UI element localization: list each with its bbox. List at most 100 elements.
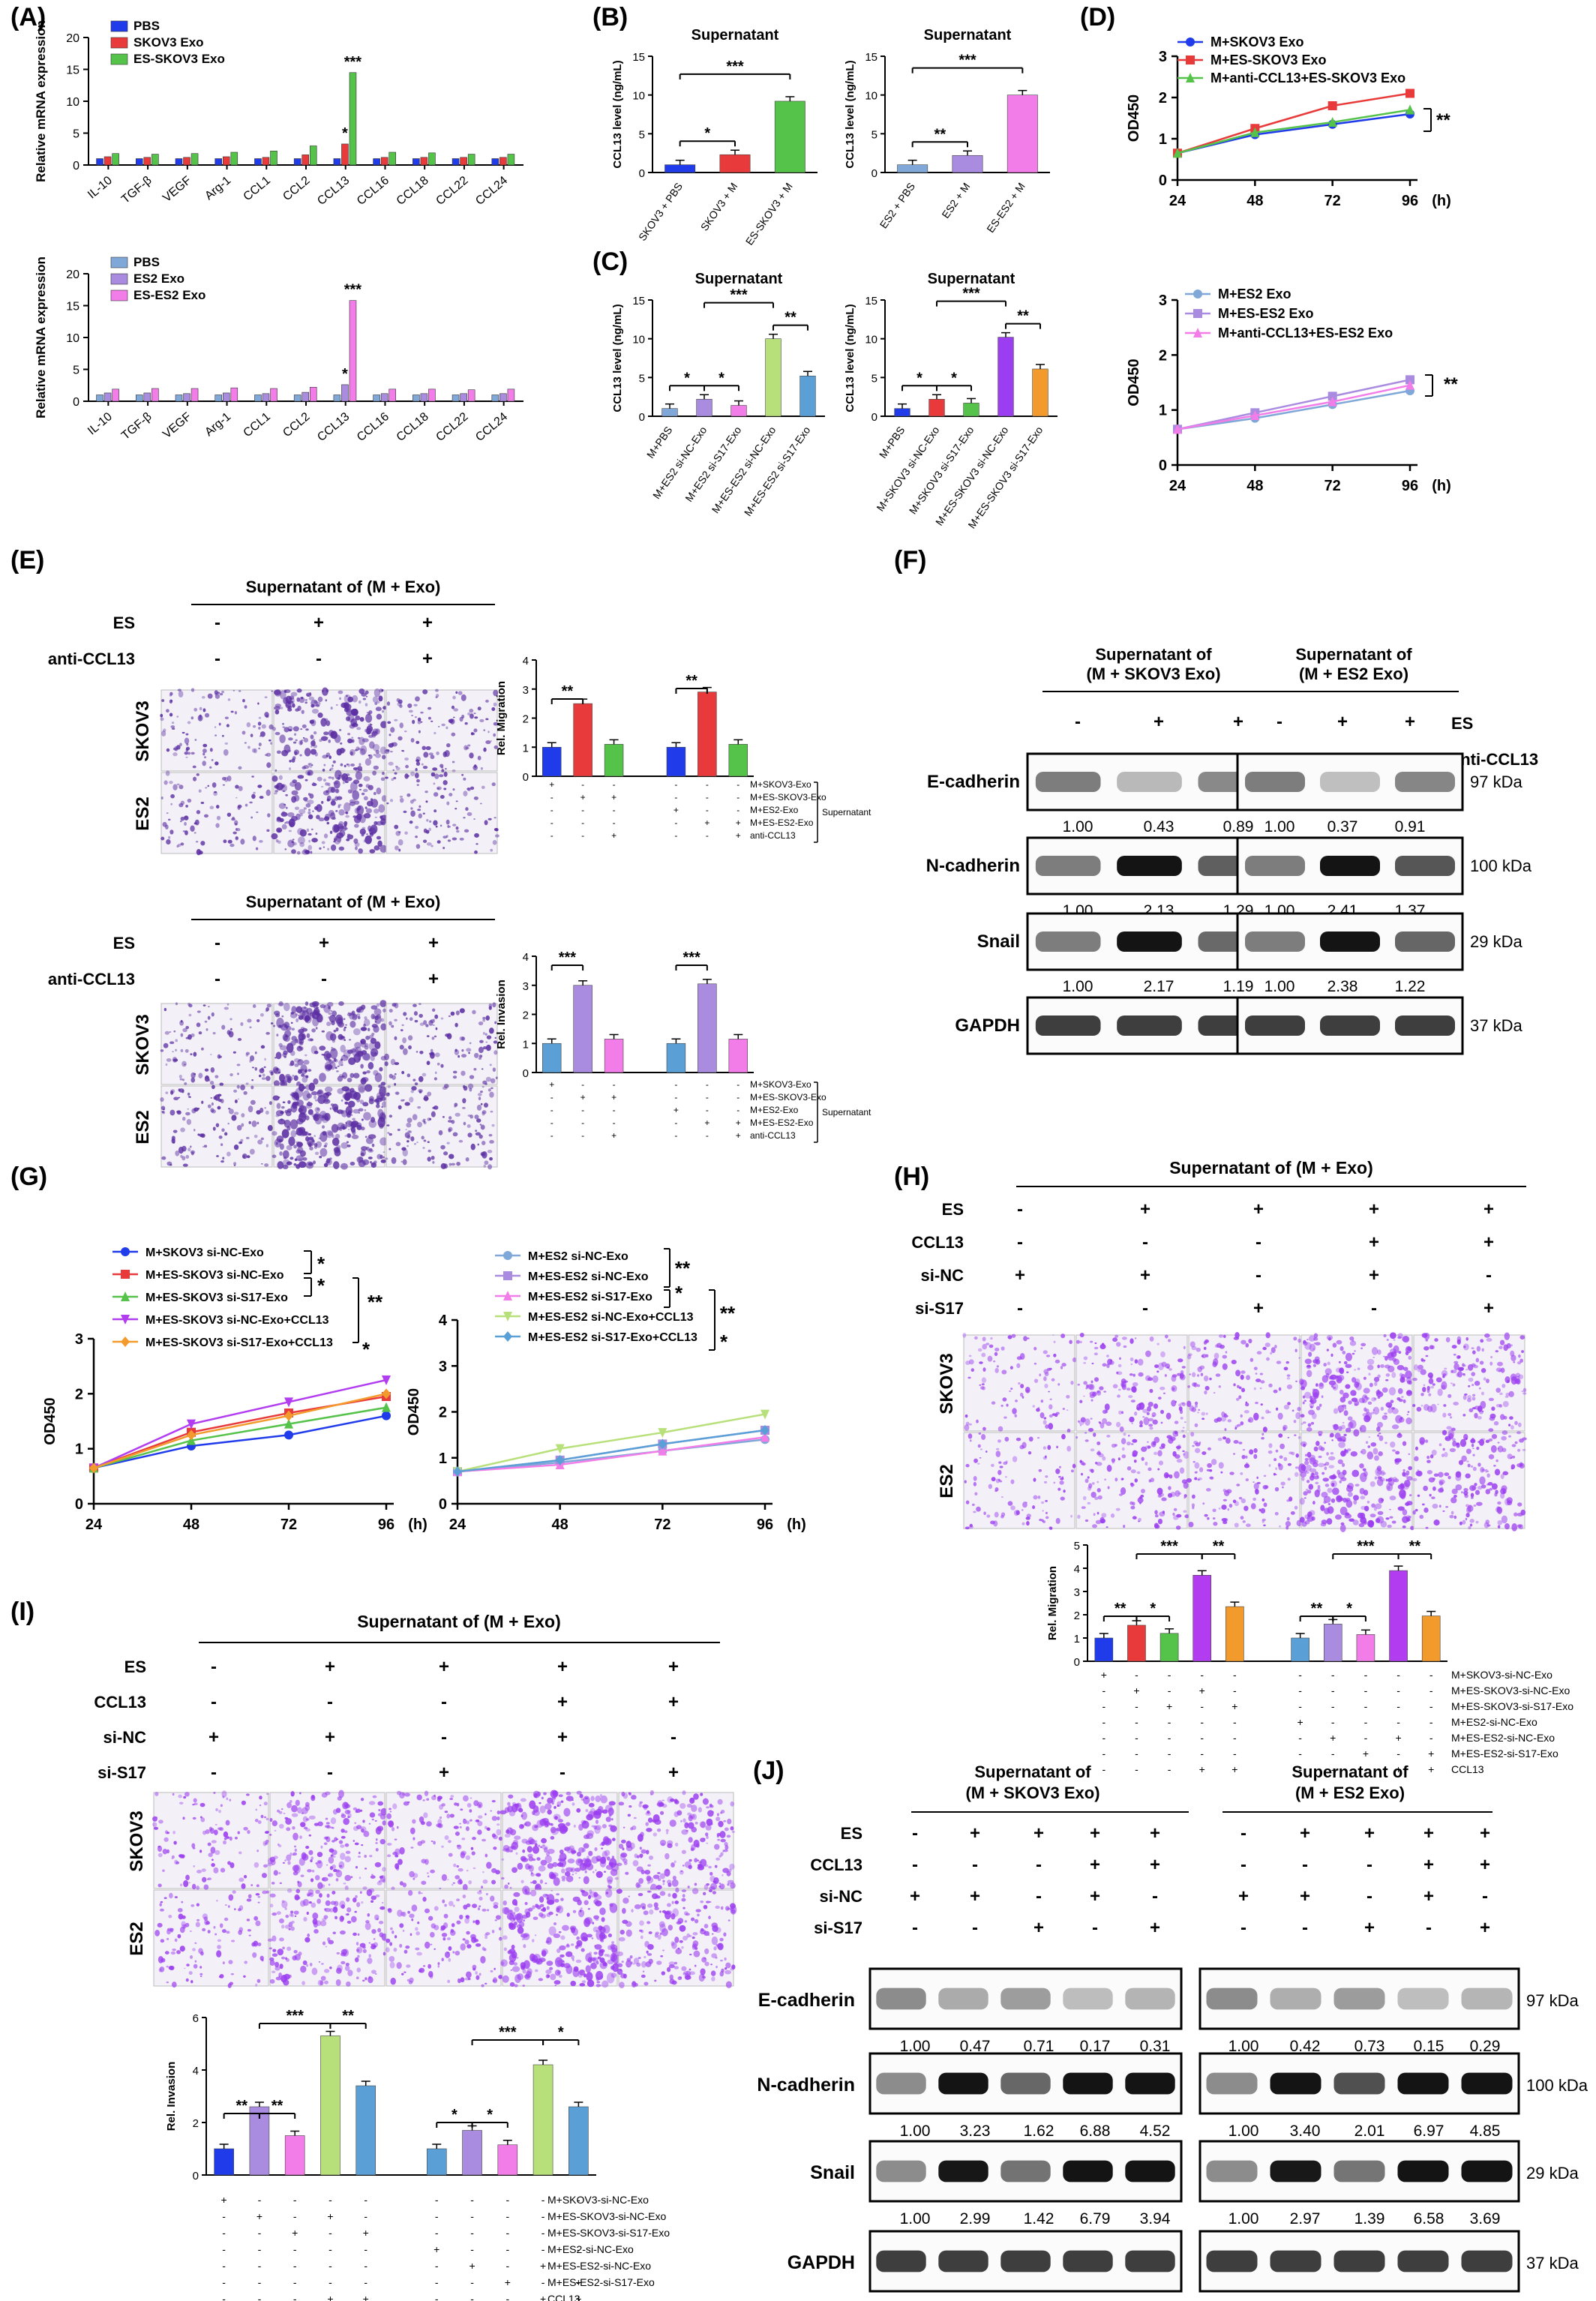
- row-label: si-S17: [915, 1299, 964, 1318]
- bar-SKOV3 Exo: [460, 157, 467, 166]
- stained-cell: [440, 824, 442, 827]
- stained-cell: [316, 701, 321, 706]
- stained-cell: [440, 794, 445, 800]
- stained-cell: [202, 752, 206, 756]
- stained-cell: [281, 1015, 284, 1018]
- stained-cell: [301, 1812, 304, 1814]
- stained-cell: [290, 700, 294, 704]
- stained-cell: [211, 1102, 214, 1106]
- stained-cell: [282, 722, 284, 725]
- stained-cell: [175, 1039, 178, 1042]
- stained-cell: [1491, 1483, 1498, 1490]
- stained-cell: [1287, 1402, 1291, 1406]
- bar: [928, 398, 945, 417]
- row-label: anti-CCL13: [1451, 750, 1538, 769]
- bar-ES-ES2 Exo: [507, 388, 515, 402]
- stained-cell: [1457, 1370, 1462, 1378]
- point-marker: [658, 1438, 668, 1450]
- stained-cell: [1070, 1380, 1074, 1385]
- stained-cell: [157, 1845, 163, 1852]
- condition-mark: -: [1331, 1684, 1335, 1696]
- bar-ES-SKOV3 Exo: [428, 152, 436, 166]
- stained-cell: [977, 1462, 980, 1465]
- x-tick-label: ES-ES2 + M: [984, 181, 1028, 236]
- stained-cell: [308, 763, 311, 766]
- stained-cell: [1129, 1416, 1135, 1423]
- series-line: [457, 1436, 766, 1473]
- stained-cell: [326, 1031, 334, 1041]
- stained-cell: [333, 1058, 337, 1062]
- significance-label: **: [1409, 1538, 1421, 1555]
- stained-cell: [274, 704, 281, 708]
- series-line: [1177, 112, 1411, 154]
- legend-label: M+SKOV3 si-NC-Exo: [146, 1246, 264, 1259]
- stained-cell: [490, 740, 493, 742]
- condition-label: M+ES-ES2-Exo: [750, 1118, 814, 1128]
- stained-cell: [1493, 1420, 1499, 1426]
- x-tick-label: CCL22: [434, 174, 470, 208]
- stained-cell: [493, 689, 499, 697]
- condition-mark: -: [1168, 1732, 1172, 1744]
- stained-cell: [1324, 1442, 1326, 1444]
- stained-cell: [391, 1024, 394, 1028]
- stained-cell: [1270, 1352, 1273, 1355]
- stained-cell: [357, 1856, 362, 1858]
- stained-cell: [251, 794, 256, 800]
- stained-cell: [386, 701, 391, 706]
- stained-cell: [358, 1112, 361, 1114]
- stained-cell: [1097, 1495, 1102, 1500]
- stained-cell: [1004, 1416, 1007, 1419]
- x-tick-label: TGF-β: [119, 174, 154, 206]
- stained-cell: [1090, 1380, 1094, 1384]
- stained-cell: [968, 1376, 971, 1379]
- stained-cell: [1497, 1520, 1503, 1526]
- stained-cell: [1433, 1520, 1440, 1526]
- stained-cell: [1010, 1479, 1015, 1484]
- stained-cell: [422, 1147, 425, 1149]
- legend-label: M+ES-ES2 si-NC-Exo: [528, 1270, 649, 1283]
- stained-cell: [166, 1058, 172, 1062]
- stained-cell: [196, 1869, 202, 1874]
- point-marker: [453, 1466, 462, 1478]
- stained-cell: [1415, 1470, 1422, 1477]
- stained-cell: [288, 1136, 296, 1147]
- stained-cell: [226, 1797, 229, 1801]
- stained-cell: [1442, 1373, 1447, 1376]
- stained-cell: [218, 1809, 221, 1814]
- stained-cell: [1287, 1462, 1292, 1466]
- stained-cell: [299, 740, 303, 745]
- stained-cell: [1376, 1390, 1382, 1395]
- stained-cell: [182, 1116, 186, 1121]
- stained-cell: [190, 752, 195, 755]
- stained-cell: [418, 730, 421, 734]
- stained-cell: [310, 734, 314, 740]
- stained-cell: [1149, 1336, 1154, 1342]
- stained-cell: [333, 1161, 340, 1170]
- stained-cell: [1518, 1354, 1521, 1358]
- stained-cell: [1480, 1339, 1484, 1343]
- stained-cell: [338, 728, 342, 731]
- stained-cell: [287, 812, 295, 818]
- stained-cell: [346, 1141, 350, 1144]
- stained-cell: [363, 1830, 370, 1838]
- stained-cell: [172, 1058, 178, 1062]
- stained-cell: [1294, 1466, 1299, 1469]
- stained-cell: [210, 1066, 215, 1073]
- condition-mark: +: [611, 1092, 616, 1102]
- stained-cell: [1121, 1447, 1125, 1451]
- quant-value: 1.00: [1264, 818, 1295, 836]
- stained-cell: [364, 758, 371, 766]
- stained-cell: [363, 776, 370, 782]
- stained-cell: [374, 1820, 377, 1822]
- stained-cell: [1091, 1524, 1097, 1528]
- stained-cell: [1410, 1526, 1414, 1531]
- stained-cell: [361, 692, 367, 697]
- stained-cell: [1388, 1387, 1396, 1396]
- stained-cell: [482, 1838, 487, 1842]
- stained-cell: [1010, 1505, 1016, 1510]
- stained-cell: [1359, 1424, 1366, 1433]
- stained-cell: [354, 800, 360, 805]
- y-tick-label: 15: [66, 64, 80, 77]
- stained-cell: [476, 1118, 482, 1123]
- stained-cell: [1221, 1517, 1228, 1522]
